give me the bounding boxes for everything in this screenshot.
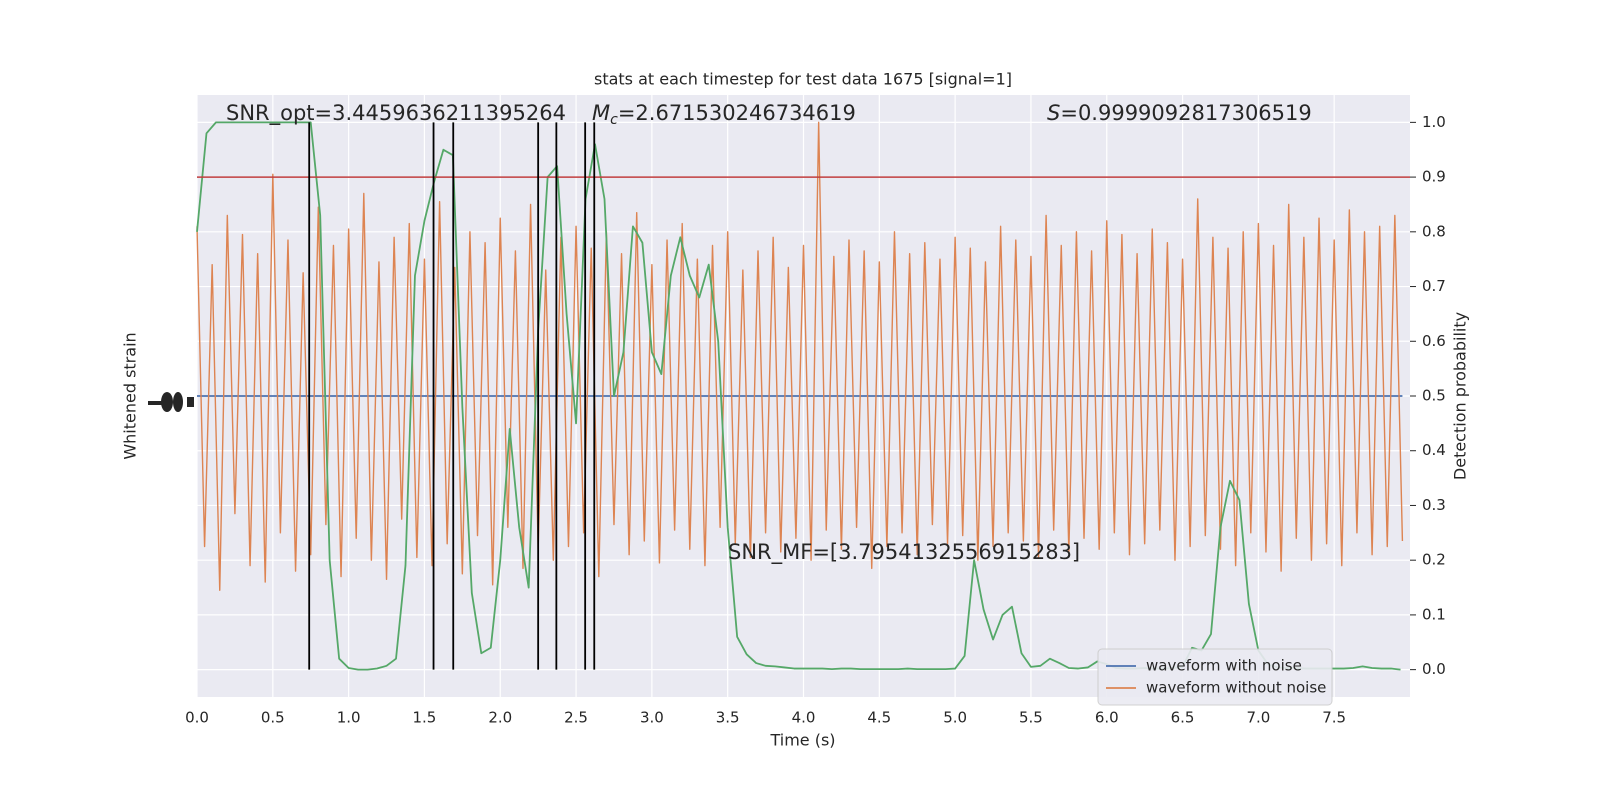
legend-label: waveform with noise: [1146, 657, 1302, 675]
annotation-snr-mf: SNR_MF=[3.7954132556915283]: [728, 540, 1080, 565]
x-tick-label: 7.5: [1322, 709, 1346, 727]
mc-value: =2.671530246734619: [618, 101, 856, 125]
y2-tick-label: 0.3: [1422, 496, 1446, 514]
s-symbol: S: [1047, 101, 1060, 125]
y2-tick-label: 0.0: [1422, 660, 1446, 678]
x-tick-label: 5.5: [1019, 709, 1043, 727]
legend-label: waveform without noise: [1146, 679, 1326, 697]
s-value: =0.9999092817306519: [1060, 101, 1311, 125]
x-tick-label: 3.0: [640, 709, 664, 727]
annotation-s: S=0.9999092817306519: [1047, 101, 1312, 125]
x-tick-label: 1.5: [413, 709, 437, 727]
y2-tick-label: 0.5: [1422, 387, 1446, 405]
x-tick-label: 1.0: [337, 709, 361, 727]
y2-tick-label: 0.2: [1422, 551, 1446, 569]
chart-title: stats at each timestep for test data 167…: [594, 70, 1012, 89]
series-line: [196, 121, 1404, 591]
y-axis-label: Whitened strain: [121, 332, 140, 459]
x-tick-label: 0.5: [261, 709, 285, 727]
y-tick-blob: [148, 392, 194, 412]
x-tick-label: 4.0: [792, 709, 816, 727]
y2-tick-label: 0.8: [1422, 222, 1446, 240]
x-tick-label: 0.0: [185, 709, 209, 727]
x-tick-label: 5.0: [943, 709, 967, 727]
legend-box: [1097, 648, 1333, 706]
x-tick-label: 2.5: [564, 709, 588, 727]
y2-tick-label: 1.0: [1422, 113, 1446, 131]
labels: 0.0 0.5 1.0 1.5 2.0 2.5 3.0 3.5 4.0 4.5 5.0 5.5 6.0 6…: [185, 113, 1446, 727]
x-tick-label: 2.0: [488, 709, 512, 727]
mc-symbol: M: [592, 101, 610, 125]
tick-glyph: [148, 401, 162, 405]
y2-tick-label: 0.1: [1422, 605, 1446, 623]
legend: waveform with noise waveform without nois…: [1097, 648, 1333, 706]
y2-tick-label: 0.6: [1422, 332, 1446, 350]
x-tick-label: 6.5: [1171, 709, 1195, 727]
tick-glyph: [187, 397, 194, 407]
y2-tick-label: 0.9: [1422, 168, 1446, 186]
x-axis-label: Time (s): [769, 731, 835, 750]
mc-subscript: c: [610, 112, 618, 128]
x-tick-label: 3.5: [716, 709, 740, 727]
y2-tick-label: 0.7: [1422, 277, 1446, 295]
y2-axis-label: Detection probability: [1451, 312, 1470, 480]
x-tick-label: 4.5: [867, 709, 891, 727]
x-tick-label: 6.0: [1095, 709, 1119, 727]
y2-tick-label: 0.4: [1422, 441, 1446, 459]
x-tick-label: 7.0: [1246, 709, 1270, 727]
annotation-mc: Mc=2.671530246734619: [592, 101, 856, 128]
tick-glyph: [161, 392, 173, 412]
tick-glyph: [173, 392, 183, 412]
annotation-snr-opt: SNR_opt=3.4459636211395264: [226, 101, 566, 126]
